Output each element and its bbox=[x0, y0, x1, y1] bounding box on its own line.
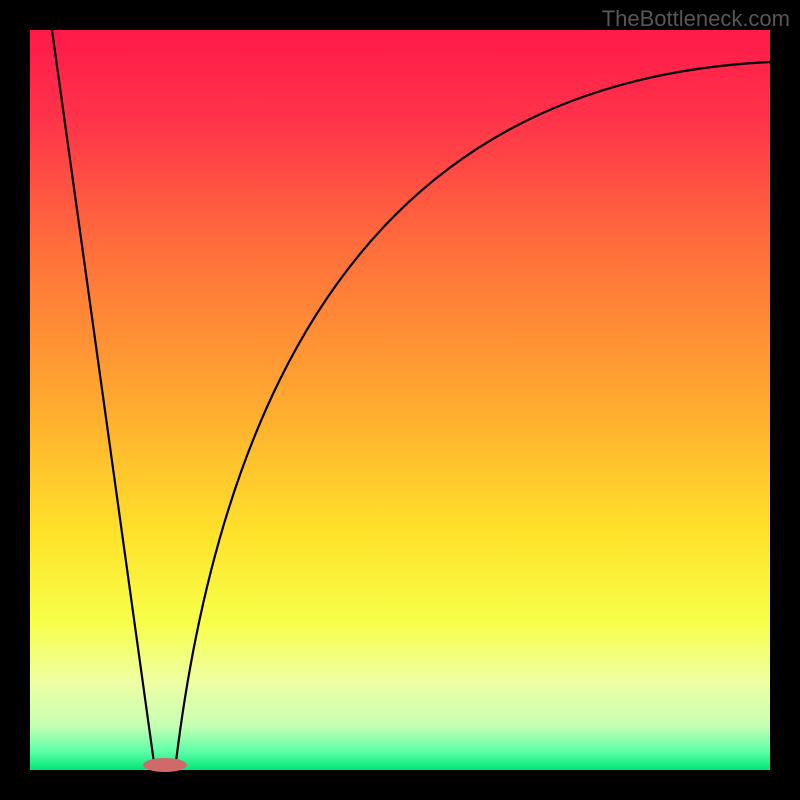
chart-container: TheBottleneck.com bbox=[0, 0, 800, 800]
minimum-marker bbox=[143, 758, 187, 772]
plot-background bbox=[30, 30, 770, 770]
watermark-text: TheBottleneck.com bbox=[602, 6, 790, 32]
plot-area bbox=[0, 0, 800, 800]
